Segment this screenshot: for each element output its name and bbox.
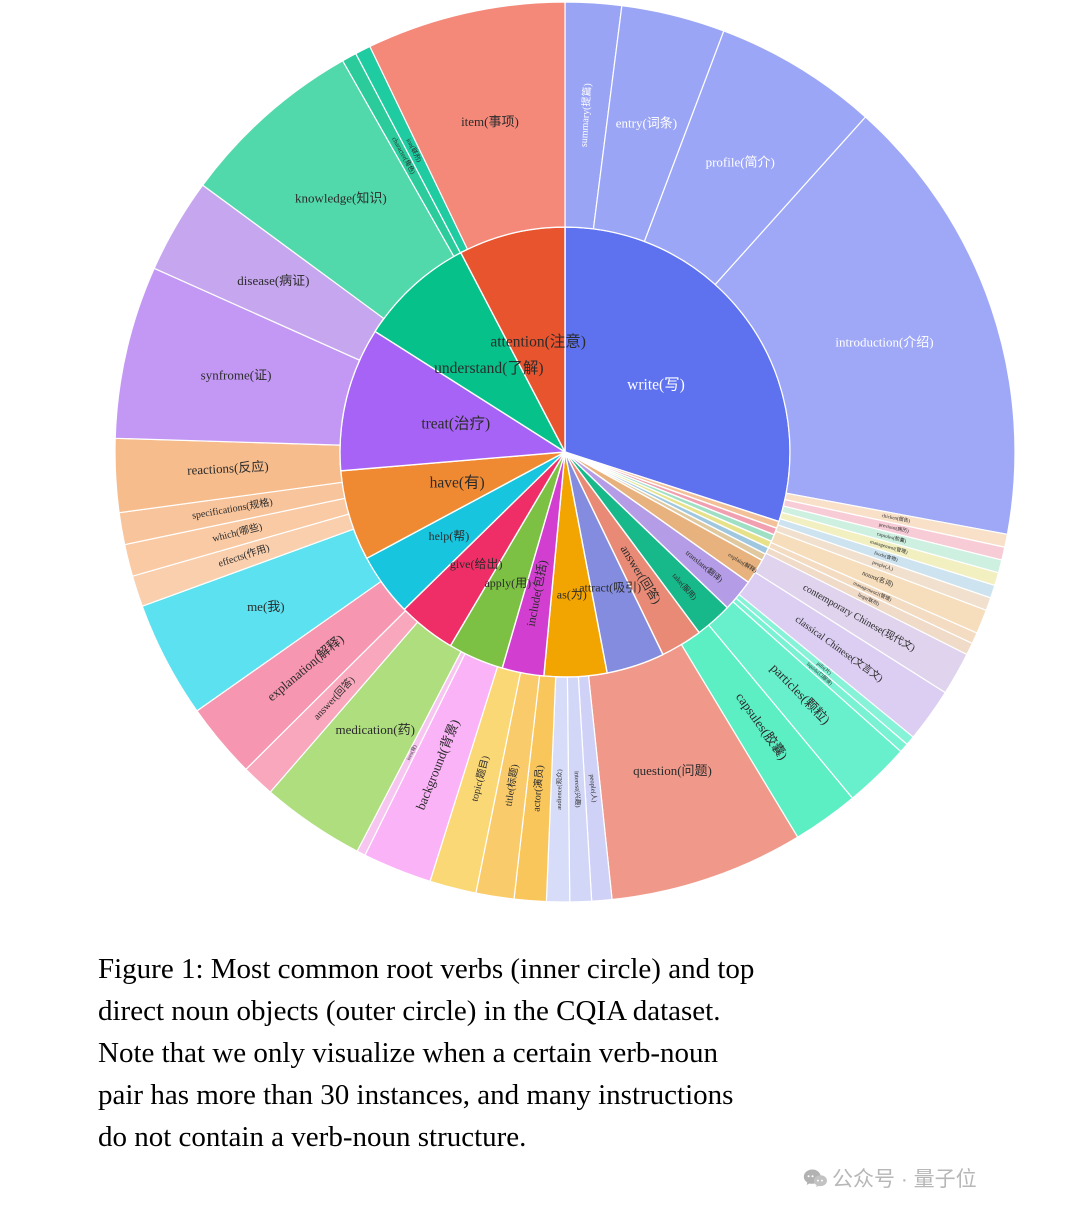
svg-text:as(为): as(为) (557, 588, 587, 602)
svg-text:knowledge(知识): knowledge(知识) (295, 191, 387, 206)
svg-text:item(事项): item(事项) (461, 114, 519, 129)
svg-text:attract(吸引): attract(吸引) (579, 580, 641, 594)
svg-text:disease(病证): disease(病证) (237, 273, 309, 288)
svg-text:help(帮): help(帮) (429, 529, 470, 543)
svg-text:medication(药): medication(药) (336, 722, 415, 737)
svg-text:entry(词条): entry(词条) (616, 115, 677, 130)
svg-text:write(写): write(写) (627, 376, 685, 393)
svg-text:introduction(介绍): introduction(介绍) (835, 334, 933, 349)
svg-text:understand(了解): understand(了解) (434, 359, 543, 377)
svg-text:profile(简介): profile(简介) (706, 155, 775, 170)
svg-text:synfrome(证): synfrome(证) (201, 368, 272, 383)
svg-text:have(有): have(有) (430, 474, 485, 492)
svg-text:audience(观众): audience(观众) (555, 769, 564, 810)
svg-text:apply(用): apply(用) (484, 576, 531, 590)
svg-text:attention(注意): attention(注意) (490, 331, 586, 350)
svg-text:treat(治疗): treat(治疗) (421, 415, 490, 433)
svg-text:question(问题): question(问题) (633, 763, 712, 778)
svg-text:me(我): me(我) (247, 599, 285, 614)
svg-text:give(给出): give(给出) (450, 557, 503, 571)
